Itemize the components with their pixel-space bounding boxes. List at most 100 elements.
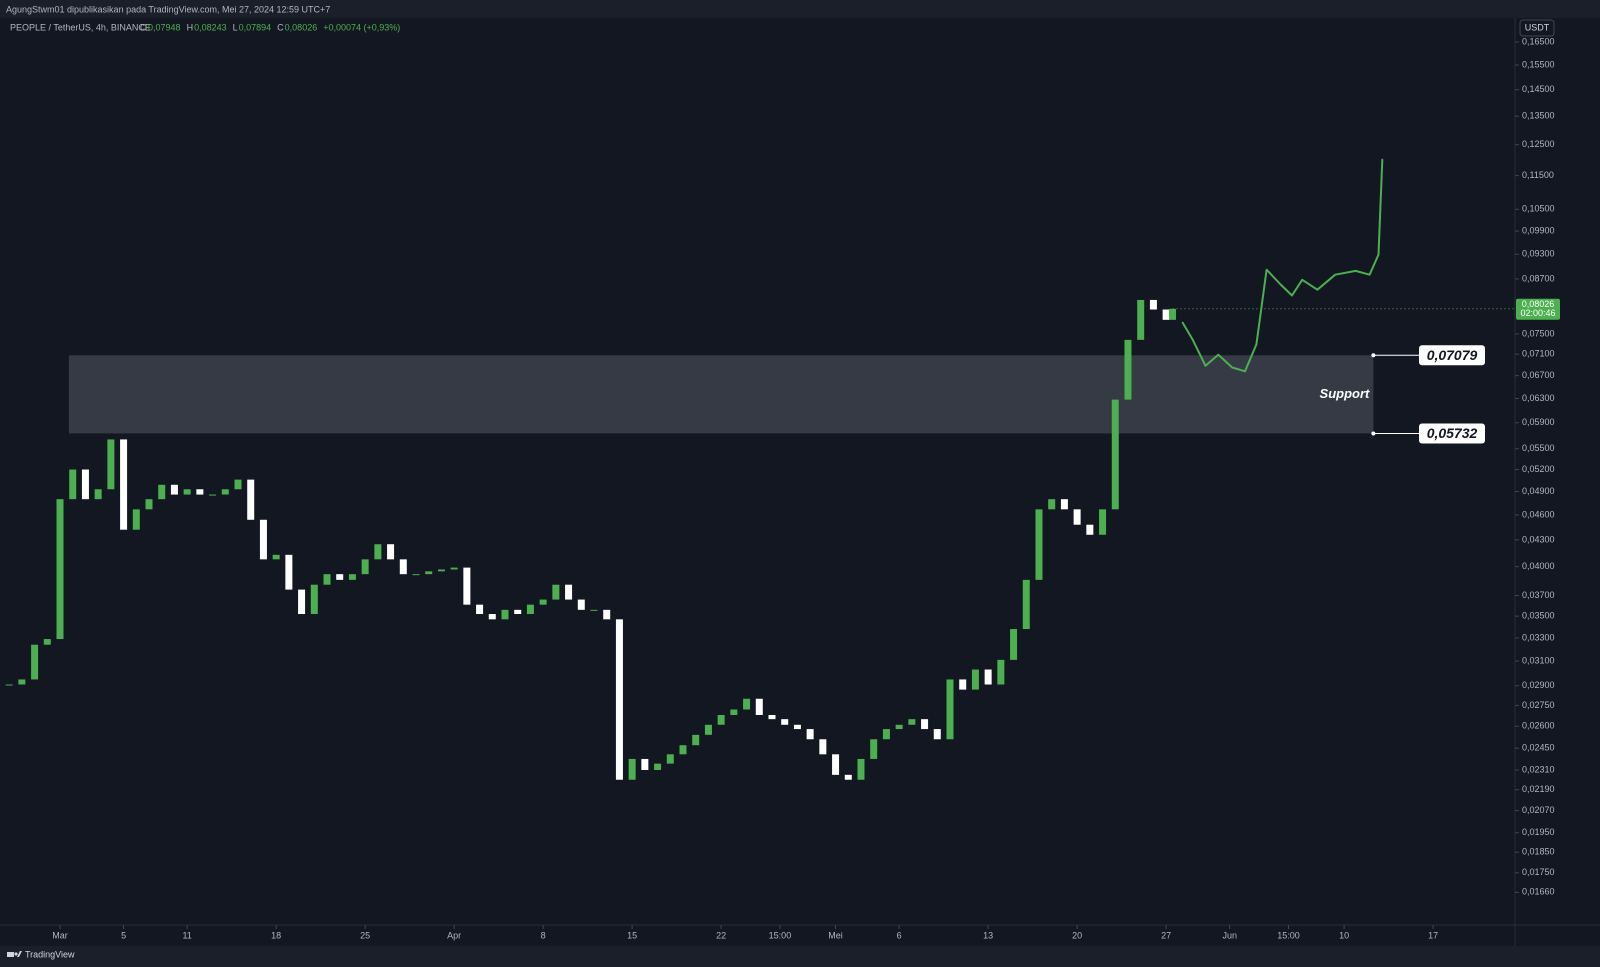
y-tick-label: 0,05500: [1522, 443, 1555, 453]
candle-body: [196, 489, 204, 495]
ohlc-key: O: [140, 22, 147, 32]
y-tick-label: 0,02070: [1522, 805, 1555, 815]
price-tag-label: 0,08026: [1522, 299, 1555, 309]
candle-body: [1162, 309, 1170, 320]
candle-body: [94, 489, 102, 500]
candle-body: [1022, 579, 1030, 630]
candle-body: [819, 739, 827, 755]
candle-body: [514, 609, 522, 615]
candle-body: [959, 679, 967, 690]
candle-body: [272, 554, 280, 560]
top-bar: [0, 0, 1600, 18]
candle-body: [399, 559, 407, 575]
candle-body: [132, 509, 140, 530]
ohlc-key: H: [187, 22, 194, 32]
support-zone: [68, 355, 1374, 434]
candle-body: [1060, 499, 1068, 510]
candle-body: [832, 754, 840, 775]
currency: USDT: [1525, 22, 1550, 32]
candle-body: [450, 567, 458, 570]
zone-label: Support: [1320, 386, 1370, 401]
candle-body: [323, 574, 331, 585]
candle-body: [298, 589, 306, 615]
candle-body: [666, 754, 674, 764]
candle-body: [717, 714, 725, 725]
y-tick-label: 0,11500: [1522, 170, 1554, 180]
candle-body: [552, 584, 560, 600]
candle-body: [361, 559, 369, 575]
y-tick-label: 0,04600: [1522, 509, 1555, 519]
y-tick-label: 0,04000: [1522, 561, 1555, 571]
symbol: PEOPLE / TetherUS, 4h, BINANCE: [10, 22, 151, 32]
x-tick-label: 13: [983, 930, 993, 940]
candle-body: [730, 709, 738, 715]
candle-body: [5, 684, 13, 686]
candle-body: [1111, 399, 1119, 510]
y-tick-label: 0,14500: [1522, 84, 1555, 94]
candle-body: [603, 609, 611, 620]
y-tick-label: 0,02600: [1522, 721, 1555, 731]
y-tick-label: 0,10500: [1522, 204, 1555, 214]
candle-body: [234, 479, 242, 490]
candle-body: [107, 439, 115, 490]
candle-body: [654, 763, 662, 771]
y-tick-label: 0,03100: [1522, 655, 1555, 665]
x-tick-label: 25: [360, 930, 370, 940]
y-tick-label: 0,16500: [1522, 36, 1555, 46]
candle-body: [259, 519, 267, 560]
annotation-label: 0,05732: [1427, 425, 1478, 441]
y-tick-label: 0,04900: [1522, 486, 1555, 496]
candle-body: [793, 724, 801, 730]
x-tick-label: 5: [121, 930, 126, 940]
candle-body: [412, 574, 420, 576]
x-tick-label: Jun: [1222, 930, 1237, 940]
y-tick-label: 0,12500: [1522, 139, 1555, 149]
logo: [7, 951, 22, 957]
candle-body: [158, 484, 166, 500]
candle-body: [946, 679, 954, 740]
candle-body: [387, 544, 395, 560]
candle-body: [806, 729, 814, 740]
candle-body: [679, 745, 687, 755]
x-tick-label: 8: [541, 930, 546, 940]
candle-body: [18, 679, 26, 685]
x-tick-label: Apr: [447, 930, 461, 940]
candle-body: [908, 719, 916, 725]
candle-body: [1099, 509, 1107, 535]
candle-body: [501, 609, 509, 620]
y-tick-label: 0,15500: [1522, 59, 1555, 69]
x-tick-label: 6: [897, 930, 902, 940]
candle-body: [69, 469, 77, 500]
candle-body: [844, 774, 852, 780]
currency-box: [1519, 19, 1555, 37]
x-tick-label: 22: [716, 930, 726, 940]
y-tick-label: 0,02450: [1522, 743, 1555, 753]
candle-body: [755, 698, 763, 715]
x-tick-label: 20: [1072, 930, 1082, 940]
y-tick-label: 0,04300: [1522, 534, 1555, 544]
candle-body: [145, 499, 153, 510]
candle-body: [247, 479, 255, 520]
candle-body: [488, 614, 496, 620]
x-tick-label: 18: [271, 930, 281, 940]
candle-body: [984, 669, 992, 685]
x-tick-label: 15: [627, 930, 637, 940]
candle-body: [590, 609, 598, 611]
x-tick-label: 17: [1428, 930, 1438, 940]
x-tick-label: Mar: [52, 930, 68, 940]
y-tick-label: 0,05200: [1522, 464, 1555, 474]
candle-body: [463, 567, 471, 605]
x-tick-label: 27: [1161, 930, 1171, 940]
candle-body: [336, 574, 344, 580]
ohlc: O 0,07948 H 0,08243 L 0,07894 C 0,08026: [140, 22, 317, 32]
annotation-box: [1419, 345, 1485, 366]
price-countdown: 02:00:46: [1520, 308, 1555, 318]
candle-body: [374, 544, 382, 560]
candle-body: [882, 729, 890, 740]
candle-body: [641, 758, 649, 771]
x-tick-label: 15:00: [1277, 930, 1300, 940]
candle-body: [781, 719, 789, 725]
candle-body: [476, 604, 484, 615]
ohlc-value: 0,07948: [148, 22, 181, 32]
